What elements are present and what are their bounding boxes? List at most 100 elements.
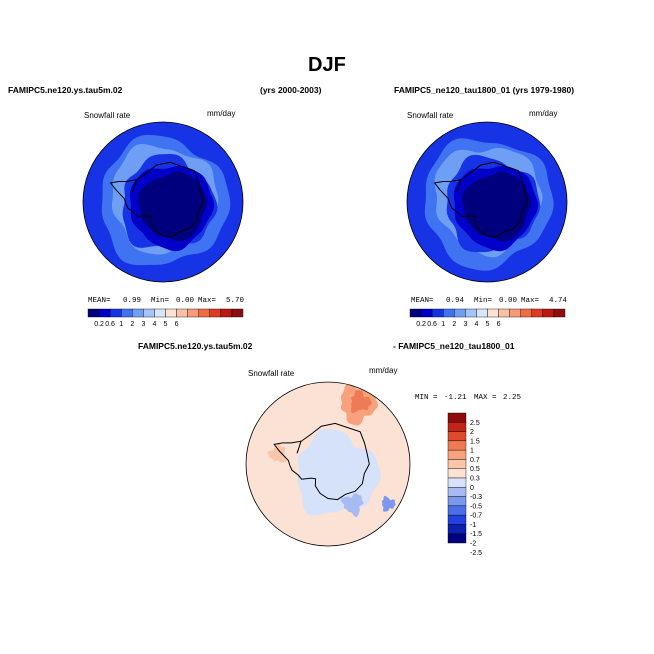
- antarctic-coastline: [273, 422, 370, 501]
- diff-max-value: 2.25: [503, 394, 522, 402]
- colorbar-swatch: [420, 308, 433, 318]
- colorbar-swatch: [447, 459, 467, 469]
- colorbar-tick-label: 0: [470, 485, 474, 492]
- colorbar-tick-label: -1.5: [470, 531, 482, 538]
- diff-variable-label: Snowfall rate: [248, 369, 295, 378]
- globe-outline: [245, 381, 411, 547]
- right-max-label: Max=: [521, 297, 540, 305]
- colorbar-swatch: [447, 431, 467, 442]
- colorbar-tick-label: 3: [463, 321, 467, 328]
- colorbar-swatch: [187, 308, 199, 318]
- colorbar-swatch: [531, 308, 544, 318]
- colorbar-swatch: [98, 308, 111, 318]
- snowfall-map-1: [406, 121, 568, 283]
- colorbar-swatch: [198, 308, 210, 318]
- right-variable-label: Snowfall rate: [407, 111, 454, 120]
- diff-max-label: MAX =: [474, 394, 497, 402]
- left-min-value: 0.00: [176, 297, 195, 305]
- colorbar-swatch: [447, 533, 467, 544]
- colorbar-swatch: [431, 308, 444, 318]
- colorbar-tick-label: 1: [470, 448, 474, 455]
- antarctic-coastline: [109, 161, 204, 238]
- colorbar-swatch: [553, 308, 566, 318]
- globe-outline: [82, 121, 244, 283]
- colorbar-tick-label: -2.5: [470, 550, 482, 557]
- colorbar-swatch: [447, 496, 467, 507]
- diff-min-label: MIN =: [415, 394, 438, 402]
- colorbar-tick-label: 6: [497, 321, 501, 328]
- diff-units-label: mm/day: [369, 366, 398, 375]
- diff-field-patch: [297, 428, 381, 516]
- difference-map: [245, 381, 411, 547]
- colorbar-swatch: [447, 477, 467, 488]
- colorbar-tick-label: 4: [474, 321, 478, 328]
- colorbar-tick-label: 5: [486, 321, 490, 328]
- colorbar-tick-label: 0.2: [416, 321, 426, 328]
- left-years-label: (yrs 2000-2003): [260, 85, 322, 95]
- colorbar-swatch: [509, 308, 521, 318]
- colorbar-tick-label: -2: [470, 541, 476, 548]
- snowfall-map-0: [82, 121, 244, 283]
- colorbar-swatch: [454, 308, 466, 318]
- ice-sheet-field: [137, 171, 207, 242]
- colorbar-tick-label: -1: [470, 522, 476, 529]
- right-min-label: Min=: [474, 297, 493, 305]
- figure-title: DJF: [308, 54, 346, 76]
- antarctic-coastline: [433, 161, 528, 238]
- diff-colorbar: 2.5 2 1.5 1 0.7 0.5 0.3 0 -0.3 -0.5 -0.7 -1 -1.5 -2 -2…: [447, 412, 482, 557]
- left-max-value: 5.70: [226, 297, 245, 305]
- right-mean-label: MEAN=: [411, 297, 434, 305]
- colorbar-tick-label: 1.5: [470, 438, 480, 445]
- colorbar-tick-label: 1: [441, 321, 445, 328]
- colorbar-swatch: [209, 308, 222, 318]
- colorbar-swatch: [476, 308, 488, 318]
- colorbar-swatch: [447, 524, 467, 534]
- left-min-label: Min=: [151, 297, 170, 305]
- left-colorbar: 0.2 0.6 1 2 3 4 5 6: [87, 308, 244, 328]
- colorbar-tick-label: 3: [141, 321, 145, 328]
- colorbar-tick-label: 0.3: [470, 476, 480, 483]
- globe-outline: [406, 121, 568, 283]
- colorbar-swatch: [447, 440, 467, 451]
- colorbar-swatch: [409, 308, 422, 318]
- colorbar-swatch: [143, 308, 155, 318]
- diff-case-b-label: - FAMIPC5_ne120_tau1800_01: [393, 341, 515, 351]
- right-max-value: 4.74: [549, 297, 568, 305]
- colorbar-tick-label: 5: [164, 321, 168, 328]
- colorbar-swatch: [132, 308, 144, 318]
- diff-field-patch: [381, 495, 396, 512]
- left-variable-label: Snowfall rate: [84, 111, 131, 120]
- colorbar-swatch: [520, 308, 532, 318]
- colorbar-tick-label: 0.2: [94, 321, 104, 328]
- colorbar-swatch: [87, 308, 100, 318]
- colorbar-tick-label: -0.3: [470, 494, 482, 501]
- colorbar-swatch: [447, 487, 467, 497]
- colorbar-swatch: [542, 308, 555, 318]
- diff-field-patch: [340, 493, 364, 517]
- diff-min-value: -1.21: [444, 394, 467, 402]
- colorbar-swatch: [165, 308, 177, 318]
- colorbar-swatch: [121, 308, 133, 318]
- colorbar-swatch: [109, 308, 122, 318]
- colorbar-swatch: [443, 308, 455, 318]
- right-mean-value: 0.94: [446, 297, 465, 305]
- colorbar-swatch: [498, 308, 510, 318]
- colorbar-swatch: [447, 412, 467, 423]
- colorbar-tick-label: 0.7: [470, 457, 480, 464]
- right-case-label: FAMIPC5_ne120_tau1800_01 (yrs 1979-1980): [394, 85, 575, 95]
- colorbar-tick-label: 0.5: [470, 466, 480, 473]
- ice-sheet-field: [461, 171, 531, 242]
- left-case-label: FAMIPC5.ne120.ys.tau5m.02: [8, 85, 123, 95]
- colorbar-swatch: [447, 449, 467, 460]
- colorbar-swatch: [176, 308, 188, 318]
- colorbar-swatch: [447, 505, 467, 516]
- colorbar-tick-label: -0.5: [470, 503, 482, 510]
- diff-field-patch: [267, 444, 287, 463]
- colorbar-tick-label: 1: [119, 321, 123, 328]
- colorbar-swatch: [487, 308, 499, 318]
- colorbar-swatch: [447, 468, 467, 479]
- colorbar-swatch: [231, 308, 244, 318]
- colorbar-tick-label: 4: [152, 321, 156, 328]
- colorbar-swatch: [447, 422, 467, 432]
